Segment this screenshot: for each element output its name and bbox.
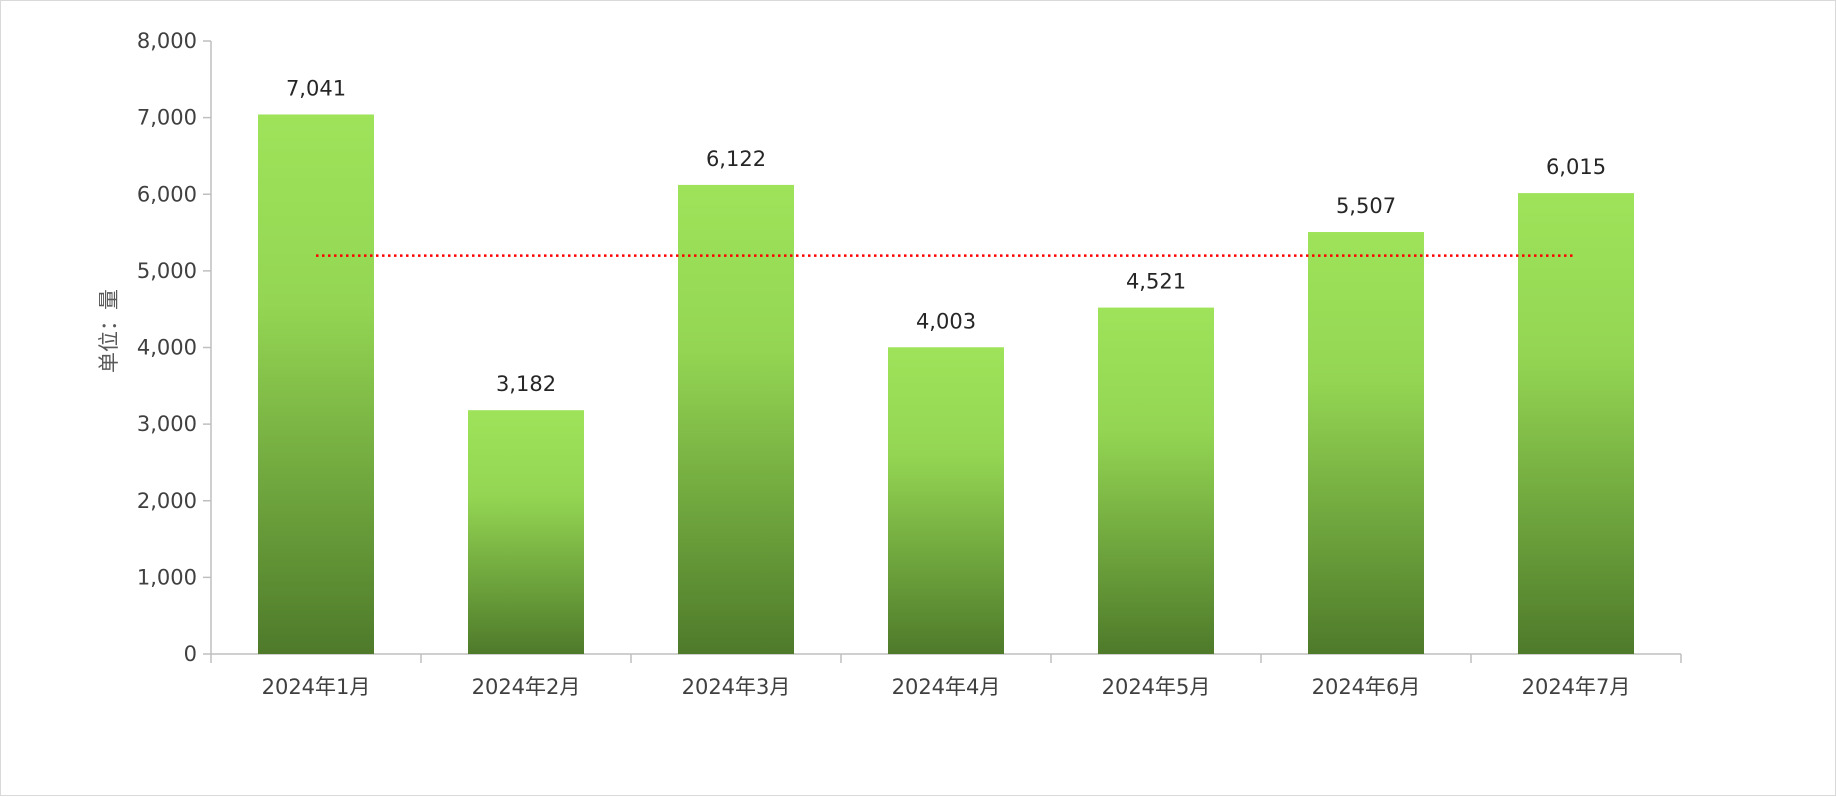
data-label: 6,015 xyxy=(1546,155,1606,179)
data-label: 4,003 xyxy=(916,309,976,333)
x-tick-label: 2024年1月 xyxy=(262,675,371,699)
y-tick-label: 5,000 xyxy=(137,259,197,283)
bar xyxy=(678,184,794,655)
y-axis-title: 单位：量 xyxy=(97,289,121,373)
data-label: 6,122 xyxy=(706,147,766,171)
data-labels: 7,041 3,182 6,122 4,003 4,521 5,507 6,015 xyxy=(286,76,1606,396)
data-label: 4,521 xyxy=(1126,270,1186,294)
x-tick-label: 2024年2月 xyxy=(472,675,581,699)
y-tick-label: 7,000 xyxy=(137,106,197,130)
y-tick-label: 1,000 xyxy=(137,565,197,589)
data-label: 7,041 xyxy=(286,76,346,100)
axes: 0 1,000 2,000 3,000 4,000 5,000 6,000 7,000 8,00… xyxy=(137,29,1682,699)
y-tick-label: 3,000 xyxy=(137,412,197,436)
y-tick-label: 6,000 xyxy=(137,182,197,206)
y-tick-label: 4,000 xyxy=(137,336,197,360)
x-tick-label: 2024年4月 xyxy=(892,675,1001,699)
bar xyxy=(1098,307,1214,654)
x-tick-label: 2024年5月 xyxy=(1102,675,1211,699)
x-tick-label: 2024年3月 xyxy=(682,675,791,699)
bar xyxy=(1308,232,1424,654)
y-tick-label: 2,000 xyxy=(137,489,197,513)
bars xyxy=(258,114,1634,655)
y-tick-label: 8,000 xyxy=(137,29,197,53)
x-tick-label: 2024年7月 xyxy=(1522,675,1631,699)
y-tick-label: 0 xyxy=(184,642,197,666)
data-label: 5,507 xyxy=(1336,194,1396,218)
data-label: 3,182 xyxy=(496,372,556,396)
x-tick-label: 2024年6月 xyxy=(1312,675,1421,699)
bar xyxy=(258,114,374,654)
bar xyxy=(1518,193,1634,654)
bar xyxy=(468,410,584,654)
bar xyxy=(888,347,1004,654)
